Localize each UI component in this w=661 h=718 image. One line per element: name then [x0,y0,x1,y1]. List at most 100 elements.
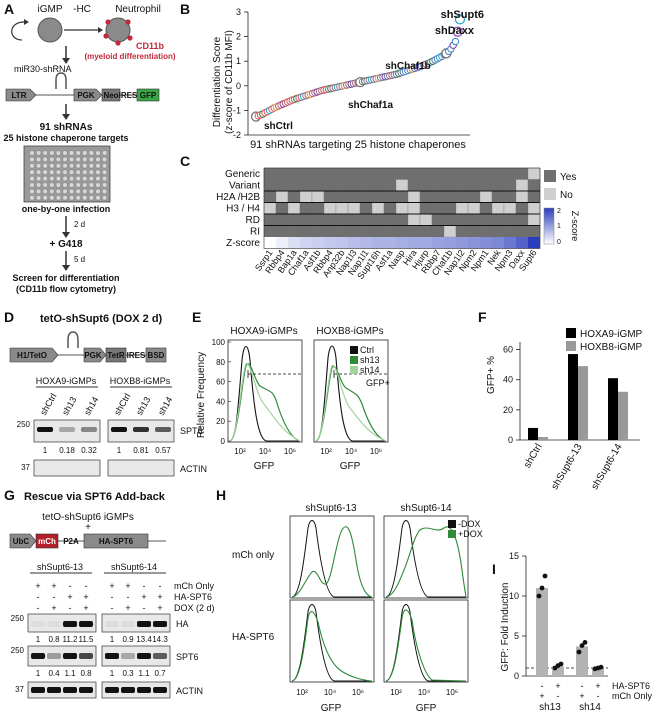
chaperone-cell [395,202,409,215]
bar-hoxa9 [608,378,618,440]
zscore-cell [300,237,312,249]
zscore-cell [432,237,444,249]
chaperone-cell [371,179,385,192]
target-count: 25 histone chaperone targets [3,133,128,143]
panel-d-letter: D [4,309,14,325]
chaperone-cell [503,213,517,226]
chaperone-cell [311,202,325,215]
spt6-band [121,653,135,659]
mw-250: 250 [17,420,31,429]
panel-d-lane-labels: shCtrl sh13 sh14 shCtrl sh13 sh14 [38,392,174,417]
sign-cell: + [51,603,56,613]
fold-bar [552,666,564,676]
chaperone-cell [419,167,433,180]
chaperone-cell [395,179,409,192]
day2-label: 2 d [74,220,85,229]
cd11b-dot-icon [103,33,109,39]
plate-well [62,182,68,188]
chaperone-cell [299,202,313,215]
blot-label-spt6: SPT6 [180,426,203,436]
plate-well [55,156,61,162]
chaperone-cell [383,167,397,180]
chaperone-cell [263,202,277,215]
chaperone-cell [359,225,373,238]
chaperone-cell [431,213,445,226]
histogram-frame-hoxa9 [227,339,303,443]
zscore-cell [336,237,348,249]
chaperone-cell [383,225,397,238]
plate-well [69,182,75,188]
panel-e-x-tick-label: 10⁶ [284,447,296,456]
panel-b-y-tick-label: -2 [233,130,241,140]
blot-label-actin: ACTIN [176,686,203,696]
panel-g-bands [31,621,167,693]
chaperone-cell [371,213,385,226]
panel-h: H shSupt6-13 shSupt6-14 mCh only HA-SPT6… [216,487,483,714]
panel-b: B Differentiation Score (z-score of CD11… [180,1,484,151]
igmp-cell-icon [37,17,63,43]
group-shsupt6-13: shSupt6-13 [37,562,83,572]
spt6-quant-value: 0.18 [59,446,75,455]
chaperone-cell [479,179,493,192]
legend-plus-dox-swatch [448,530,456,538]
chaperone-cell [383,179,397,192]
chaperone-cell [467,179,481,192]
plate-well [69,195,75,201]
group-hoxa9: HOXA9-iGMPs [36,376,97,386]
hist-frame-13-mch [289,515,375,599]
legend-sh14: sh14 [360,365,380,375]
zscore-cell [492,237,504,249]
panel-e: E HOXA9-iGMPs HOXB8-iGMPs Relative Frequ… [192,309,390,472]
replicate-point [582,640,588,645]
blot-label-actin: ACTIN [180,464,207,474]
panel-i-y-tick-label: 0 [514,671,519,681]
panel-c-row-label: RI [250,227,260,238]
chaperone-cell [443,225,457,238]
histogram-frame-hoxb8 [313,339,389,443]
spt6-band [63,653,77,659]
chaperone-cell [311,225,325,238]
chaperone-cell [299,190,313,203]
replicate-point [576,649,582,655]
ha-quant-value: 14.3 [152,635,168,644]
highlight-point-shsupt6 [454,14,466,25]
sign-cell: - [557,691,560,701]
panel-i-bars [536,573,604,676]
plate-well [42,195,48,201]
blot-ha-13 [27,613,97,633]
chaperone-cell [491,179,505,192]
panel-b-y-tick-label: 3 [236,7,241,17]
sign-cell: - [111,592,114,602]
panel-f: F GFP+ % 60 40 20 0 HOXA9-iGMP HOXB8-iGMP s… [478,309,643,492]
plate-well [82,163,88,169]
construct-pgk-label: PGK [77,91,95,100]
mw-37: 37 [15,685,24,694]
ha-band [47,621,61,627]
zscore-cell [324,237,336,249]
spt6-band [79,653,93,659]
spt6-quant-value: 0.57 [155,446,171,455]
hist-sh14-hoxb8 [315,365,387,442]
panel-i-y-tick-label: 5 [514,631,519,641]
mw-250-spt6: 250 [11,646,25,655]
zscore-cell [384,237,396,249]
plate-well [62,150,68,156]
panel-g-cells: tetO-shSupt6 iGMPs [42,512,134,523]
panel-e-y-tick-label: 20 [216,417,225,426]
chaperone-cell [311,213,325,226]
panel-f-categories: shCtrl shSupt6-13 shSupt6-14 [522,442,625,492]
plate-well [75,150,81,156]
lane-label: sh13 [60,395,78,417]
plate-well [42,163,48,169]
panel-h-xlabel-1: GFP [321,703,342,714]
plate-well [36,169,42,175]
self-renew-arrow [11,21,25,41]
zscore-cell [516,237,528,249]
legend-minus-dox-swatch [448,520,456,528]
chaperone-cell [383,213,397,226]
construct-ha-spt6-label: HA-SPT6 [99,537,134,546]
sign-cell: + [595,681,600,691]
plate-well [69,176,75,182]
sign-cell: - [127,592,130,602]
